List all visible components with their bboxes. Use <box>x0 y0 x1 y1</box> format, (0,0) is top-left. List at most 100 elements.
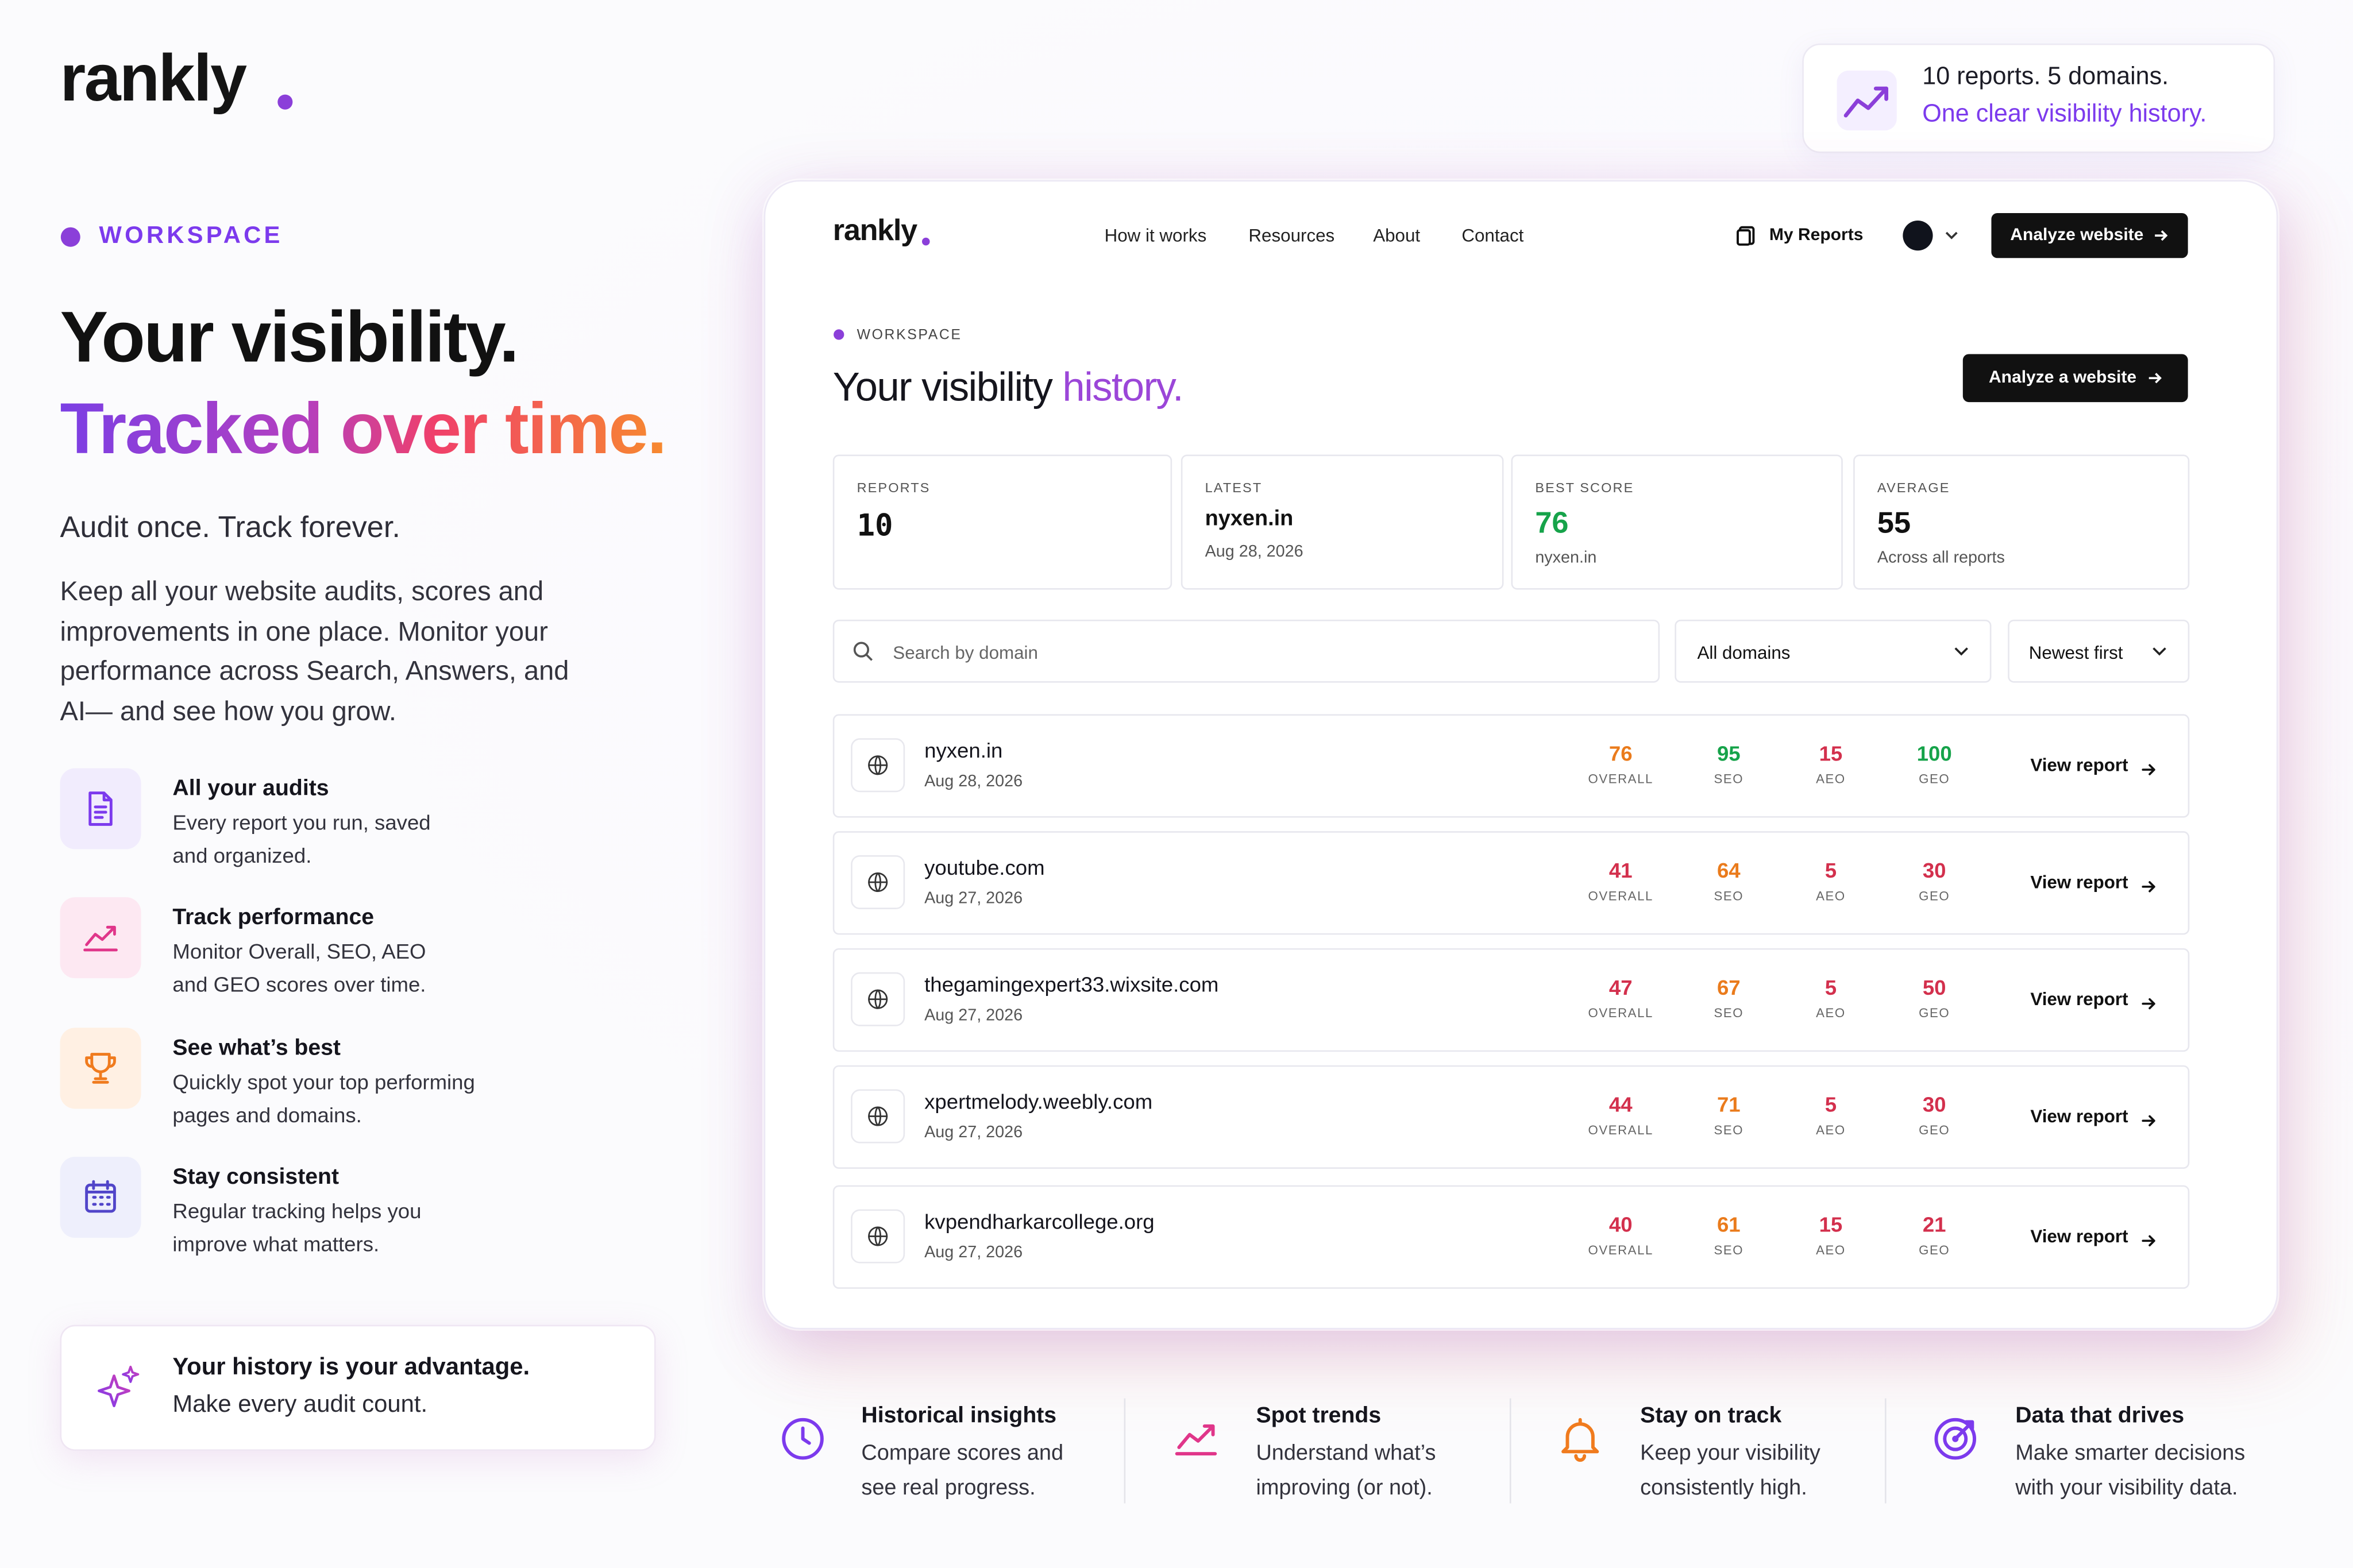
icon <box>85 1053 116 1084</box>
search-input[interactable] <box>832 619 1660 683</box>
app-logo[interactable]: rankly <box>832 214 917 248</box>
icon <box>83 925 118 952</box>
bottom-title: Historical insights <box>861 1403 1057 1428</box>
view-report-link[interactable]: View report <box>2030 871 2128 893</box>
nav-link[interactable]: Contact <box>1461 225 1524 246</box>
hero-title-accent: Tracked over time. <box>60 389 667 480</box>
icon <box>1175 1424 1217 1456</box>
nav-link[interactable]: About <box>1373 225 1421 246</box>
divider <box>1884 1398 1887 1504</box>
score-value: 61 <box>1716 1212 1741 1237</box>
analyze-a-website-label: Analyze a website <box>1988 369 2137 387</box>
bottom-title: Stay on track <box>1640 1403 1782 1428</box>
score-value: 5 <box>1824 1092 1837 1117</box>
feature-icon <box>60 1028 141 1109</box>
icon <box>868 989 888 1009</box>
feature-title: Stay consistent <box>172 1164 340 1190</box>
app-eyebrow-dot <box>834 329 844 340</box>
icon <box>868 755 888 775</box>
score-label: SEO <box>1714 771 1744 786</box>
score-label: AEO <box>1816 1122 1846 1138</box>
score-label: AEO <box>1816 771 1846 786</box>
stat-value: 10 <box>857 507 893 543</box>
globe-icon <box>851 972 905 1026</box>
brand-logo[interactable]: rankly <box>60 42 247 116</box>
stat-card <box>1511 454 1843 590</box>
sort-select[interactable] <box>2008 619 2190 683</box>
score-label: GEO <box>1919 1242 1950 1258</box>
app-eyebrow: WORKSPACE <box>857 327 962 344</box>
stat-note: nyxen.in <box>1535 549 1597 567</box>
reports-icon <box>1737 226 1755 246</box>
chevron <box>1954 647 1968 656</box>
score-value: 30 <box>1922 858 1946 883</box>
stat-label: BEST SCORE <box>1535 480 1634 496</box>
bottom-icon <box>1554 1413 1606 1472</box>
score-value: 71 <box>1716 1092 1741 1117</box>
report-row <box>832 831 2190 935</box>
score-label: SEO <box>1714 1122 1744 1138</box>
sort-label: Newest first <box>2028 642 2123 663</box>
score-value: 76 <box>1608 741 1633 766</box>
nav-link[interactable]: Resources <box>1248 225 1335 246</box>
score-value: 5 <box>1824 975 1837 999</box>
logo-dot <box>277 94 293 110</box>
analyze-a-website-button[interactable]: Analyze a website <box>1962 354 2188 403</box>
app-heading: Your visibility history. <box>833 364 1184 411</box>
stat-label: AVERAGE <box>1877 480 1950 496</box>
icon <box>85 1180 116 1213</box>
row-domain: thegamingexpert33.wixsite.com <box>924 972 1219 997</box>
score-value: 30 <box>1922 1092 1946 1117</box>
row-domain: kvpendharkarcollege.org <box>924 1209 1155 1234</box>
view-report-link[interactable]: View report <box>2030 988 2128 1010</box>
arrow-icon <box>2142 875 2157 902</box>
my-reports-link[interactable]: My Reports <box>1769 226 1864 245</box>
eyebrow-dot <box>60 227 80 247</box>
analyze-website-button[interactable]: Analyze website <box>1991 213 2188 258</box>
score-label: GEO <box>1919 771 1950 786</box>
view-report-link[interactable]: View report <box>2030 1226 2128 1247</box>
score-label: SEO <box>1714 1242 1744 1258</box>
callout <box>60 1324 656 1451</box>
hero-body: Keep all your website audits, scores and… <box>60 576 569 726</box>
feature-icon <box>60 897 141 979</box>
score-label: SEO <box>1714 1005 1744 1021</box>
score-value: 95 <box>1716 741 1741 766</box>
nav-link[interactable]: How it works <box>1104 225 1207 246</box>
hero-title: Your visibility. <box>60 298 519 379</box>
divider <box>1509 1398 1511 1504</box>
score-value: 15 <box>1819 741 1843 766</box>
chevron <box>2153 647 2166 656</box>
row-date: Aug 27, 2026 <box>924 890 1023 908</box>
report-row <box>832 714 2190 818</box>
view-report-link[interactable]: View report <box>2030 754 2128 776</box>
avatar-menu[interactable] <box>1900 219 1966 252</box>
score-label: SEO <box>1714 888 1744 903</box>
score-label: GEO <box>1919 1005 1950 1021</box>
bottom-icon <box>1930 1413 1981 1472</box>
row-domain: xpertmelody.weebly.com <box>924 1089 1153 1114</box>
row-domain: nyxen.in <box>924 738 1003 763</box>
icon <box>88 791 113 826</box>
score-label: GEO <box>1919 888 1950 903</box>
score-label: OVERALL <box>1588 771 1653 786</box>
row-date: Aug 27, 2026 <box>924 1006 1023 1025</box>
feature-title: See what’s best <box>172 1035 341 1061</box>
icon <box>1561 1418 1599 1462</box>
bottom-icon <box>777 1413 828 1472</box>
score-label: OVERALL <box>1588 888 1653 903</box>
score-label: OVERALL <box>1588 1242 1653 1258</box>
score-value: 100 <box>1916 741 1952 766</box>
bottom-title: Data that drives <box>2015 1403 2185 1428</box>
score-label: OVERALL <box>1588 1005 1653 1021</box>
badge-line2: One clear visibility history. <box>1922 101 2207 128</box>
bottom-text: Understand what’s improving (or not). <box>1256 1442 1436 1500</box>
search-icon <box>853 642 873 661</box>
stat-value: 76 <box>1535 507 1569 540</box>
icon <box>2142 998 2155 1010</box>
app-heading-accent: history. <box>1062 364 1183 410</box>
score-value: 5 <box>1824 858 1837 883</box>
view-report-link[interactable]: View report <box>2030 1106 2128 1127</box>
domain-filter[interactable] <box>1675 619 1992 683</box>
